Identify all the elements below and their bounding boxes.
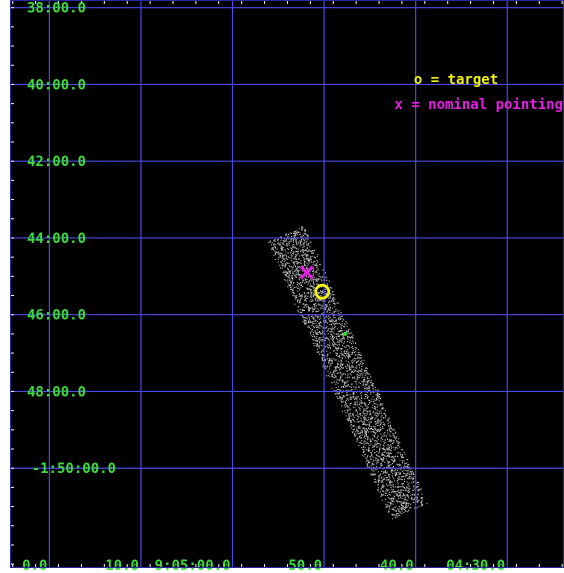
legend-target-text: o = target (414, 72, 498, 88)
dec-label-2: 42:00.0 (27, 154, 86, 170)
ra-label-0: 0.0 (22, 558, 47, 573)
nominal-pointing-marker (299, 265, 314, 280)
dec-label-0: 38:00.0 (27, 1, 86, 17)
dec-label-1: 40:00.0 (27, 77, 86, 93)
dec-axis-labels: 38:00.0 40:00.0 42:00.0 44:00.0 46:00.0 48:00… (27, 1, 116, 478)
markers (299, 265, 348, 336)
dec-label-3: 44:00.0 (27, 231, 86, 247)
ra-axis-labels: 0.0 10.0 9:05:00.0 50.0 40.0 04:30.0 (22, 558, 505, 573)
legend-pointing-text: x = nominal pointing (394, 97, 563, 113)
ra-label-4: 40.0 (380, 558, 414, 573)
ra-label-1: 10.0 (105, 558, 139, 573)
source-marker (343, 331, 348, 336)
ra-label-3: 50.0 (288, 558, 322, 573)
dec-label-6: -1:50:00.0 (32, 461, 116, 477)
legend: o = target x = nominal pointing (394, 72, 563, 113)
event-cloud (268, 226, 428, 520)
dec-label-4: 46:00.0 (27, 308, 86, 324)
plot-background (10, 0, 564, 568)
target-marker (314, 283, 331, 300)
dec-label-5: 48:00.0 (27, 384, 86, 400)
ra-label-5: 04:30.0 (446, 558, 505, 573)
event-dots (268, 226, 428, 520)
ra-label-2: 9:05:00.0 (155, 558, 231, 573)
